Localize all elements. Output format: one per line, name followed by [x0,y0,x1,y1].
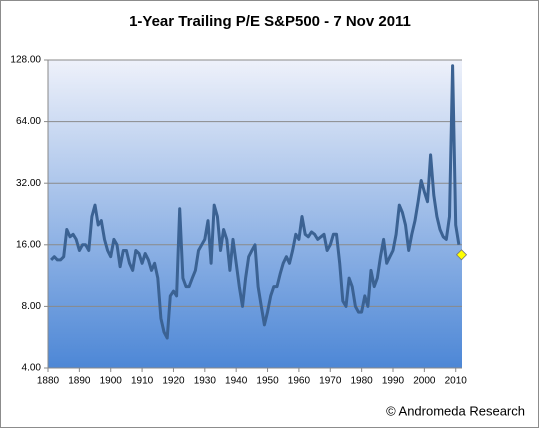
x-tick-label: 1930 [194,376,217,387]
highlight-marker [455,249,468,261]
y-tick-label: 16.00 [16,239,41,250]
x-tick-label: 1950 [256,376,279,387]
x-tick-label: 1990 [382,376,405,387]
y-tick-label: 32.00 [16,178,41,189]
chart-title: 1-Year Trailing P/E S&P500 - 7 Nov 2011 [129,13,411,30]
x-tick-label: 1970 [319,376,342,387]
plot-area [48,60,462,368]
x-tick-label: 2000 [413,376,436,387]
x-tick-label: 1940 [225,376,248,387]
x-tick-label: 2010 [445,376,468,387]
x-tick-label: 1920 [162,376,185,387]
y-tick-label: 64.00 [16,116,41,127]
y-tick-label: 4.00 [22,363,42,374]
annotation: © Andromeda Research [386,403,525,418]
x-tick-label: 1880 [37,376,60,387]
y-tick-label: 128.00 [10,55,41,66]
x-tick-label: 1910 [131,376,154,387]
pe-line [50,64,461,340]
x-tick-label: 1960 [288,376,311,387]
x-tick-label: 1980 [351,376,374,387]
x-tick-label: 1900 [100,376,123,387]
x-tick-label: 1890 [68,376,91,387]
y-tick-label: 8.00 [22,301,42,312]
